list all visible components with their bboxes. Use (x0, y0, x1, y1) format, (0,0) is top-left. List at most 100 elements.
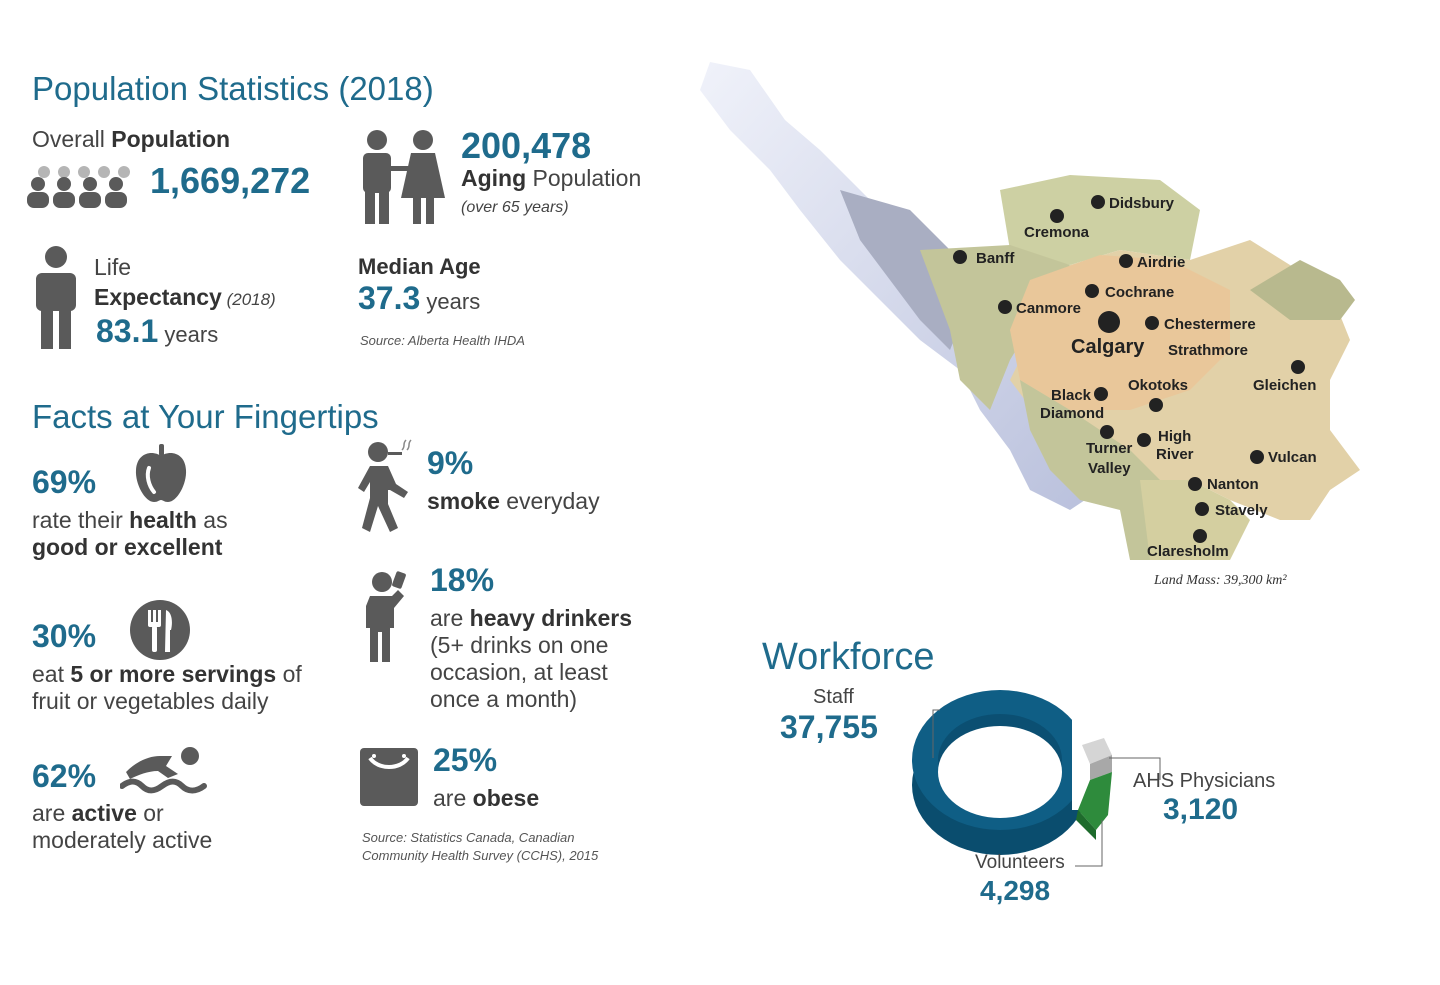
east-patch (1250, 260, 1355, 320)
fruit-l1a: eat (32, 661, 71, 687)
health-line2: good or excellent (32, 534, 223, 560)
smoke-bold: smoke (427, 488, 500, 514)
median-age-value-row: 37.3 years (358, 280, 480, 317)
swimmer-icon (120, 747, 207, 794)
workforce-ring-chart (912, 690, 1161, 867)
facts-source-line1: Source: Statistics Canada, Canadian (362, 830, 575, 845)
city-turner: Turner (1086, 440, 1133, 457)
city-strathmore: Strathmore (1168, 342, 1248, 359)
obese-pct: 25% (433, 742, 498, 778)
health-l1a: rate their (32, 507, 130, 533)
smoker-icon (358, 439, 412, 532)
obese-b: obese (472, 785, 540, 811)
aging-population-label: Aging Population (461, 165, 641, 192)
staff-segment (912, 690, 1088, 855)
crowd-icon (27, 166, 130, 208)
staff-value: 37,755 (780, 709, 878, 745)
fruit-l1c: of (276, 661, 302, 687)
volunteers-segment (1076, 772, 1112, 840)
obese-a: are (433, 785, 473, 811)
life-bold: Expectancy (94, 284, 222, 310)
active-l1a: are (32, 800, 72, 826)
plate-fork-knife-icon (130, 600, 190, 660)
health-pct: 69% (32, 464, 97, 500)
drink-line4: once a month) (430, 686, 578, 712)
land-mass: Land Mass: 39,300 km² (1154, 573, 1287, 588)
fruit-line1: eat 5 or more servings of (32, 661, 302, 688)
life-unit: years (158, 322, 219, 347)
median-unit: years (420, 289, 481, 314)
fruit-l1b: 5 or more servings (70, 661, 277, 687)
north-area (1000, 175, 1200, 265)
median-age-label: Median Age (358, 254, 481, 279)
fruit-pct: 30% (32, 618, 97, 654)
aging-population-value: 200,478 (461, 125, 592, 166)
city-claresholm: Claresholm (1147, 543, 1229, 560)
city-didsbury: Didsbury (1109, 195, 1175, 212)
life-expectancy-value-row: 83.1 years (96, 313, 218, 350)
health-line1: rate their health as (32, 507, 228, 534)
life-expectancy-label: Expectancy (2018) (94, 284, 276, 313)
city-canmore: Canmore (1016, 300, 1081, 317)
city-chestermere: Chestermere (1164, 316, 1256, 333)
city-valley: Valley (1088, 460, 1131, 477)
drink-line3: occasion, at least (430, 659, 608, 685)
scale-icon (360, 748, 418, 806)
city-airdrie: Airdrie (1137, 254, 1185, 271)
mountain-shadow (840, 190, 970, 350)
active-line2: moderately active (32, 827, 213, 853)
volunteers-value: 4,298 (980, 875, 1051, 906)
population-title: Population Statistics (2018) (32, 70, 434, 107)
population-source: Source: Alberta Health IHDA (360, 333, 525, 348)
city-nanton: Nanton (1207, 476, 1259, 493)
life-value: 83.1 (96, 313, 159, 349)
life-line1: Life (94, 254, 132, 280)
overall-prefix: Overall (32, 126, 112, 152)
staff-label: Staff (813, 686, 854, 708)
city-cochrane: Cochrane (1105, 284, 1174, 301)
drinker-icon (366, 571, 406, 662)
city-stavely: Stavely (1215, 502, 1268, 519)
smoke-pct: 9% (427, 445, 474, 481)
active-l1b: active (71, 800, 137, 826)
city-banff: Banff (976, 250, 1015, 267)
person-icon (36, 246, 76, 349)
drink-line2: (5+ drinks on one (430, 632, 609, 658)
health-l1b: health (129, 507, 197, 533)
physicians-value: 3,120 (1163, 793, 1239, 826)
city-calgary: Calgary (1071, 336, 1145, 358)
city-gleichen: Gleichen (1253, 377, 1316, 394)
median-value: 37.3 (358, 280, 421, 316)
region-map: Didsbury Cremona Banff Airdrie Cochrane … (700, 62, 1360, 560)
apple-icon (135, 444, 187, 502)
overall-population-label: Overall Population (32, 126, 230, 153)
obese-line: are obese (433, 785, 539, 812)
life-note: (2018) (221, 290, 276, 309)
city-cremona: Cremona (1024, 224, 1090, 241)
physicians-label: AHS Physicians (1133, 770, 1276, 792)
active-l1c: or (136, 800, 164, 826)
city-okotoks: Okotoks (1128, 377, 1188, 394)
city-black: Black (1051, 387, 1092, 404)
facts-source-line2: Community Health Survey (CCHS), 2015 (362, 848, 599, 863)
active-line1: are active or (32, 800, 164, 827)
facts-title: Facts at Your Fingertips (32, 398, 379, 435)
city-river: River (1156, 446, 1194, 463)
city-vulcan: Vulcan (1268, 449, 1317, 466)
city-diamond: Diamond (1040, 405, 1104, 422)
aging-rest: Population (526, 165, 642, 191)
volunteers-label: Volunteers (975, 852, 1065, 873)
active-pct: 62% (32, 758, 97, 794)
overall-population-value: 1,669,272 (150, 160, 311, 201)
aging-note: (over 65 years) (461, 199, 569, 216)
overall-bold: Population (111, 126, 231, 152)
city-high: High (1158, 428, 1191, 445)
aging-bold: Aging (461, 165, 527, 191)
drink-line1: are heavy drinkers (430, 605, 632, 632)
physicians-segment (1082, 738, 1112, 780)
health-l1c: as (196, 507, 228, 533)
smoke-line: smoke everyday (427, 488, 600, 515)
south-area (1140, 480, 1250, 560)
workforce-title: Workforce (762, 636, 935, 678)
south-west-area (1020, 380, 1160, 560)
